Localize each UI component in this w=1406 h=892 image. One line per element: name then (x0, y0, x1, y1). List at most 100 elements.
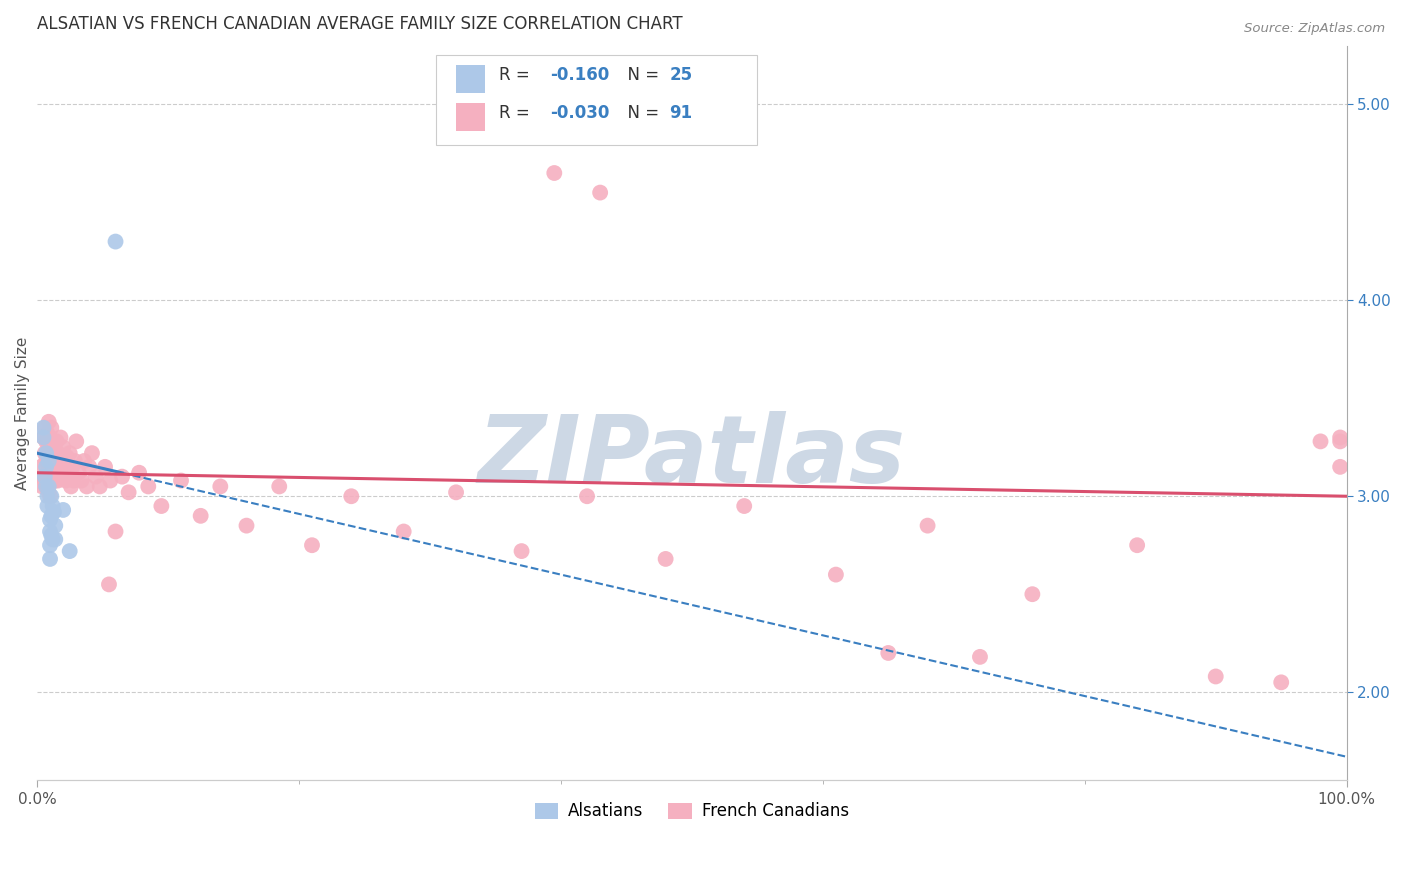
Point (59, 446, 82, 460)
Point (209, 479, 232, 493)
Point (1126, 538, 1149, 552)
Point (37, 450, 59, 464)
Point (44, 518, 66, 533)
Point (35, 446, 58, 460)
Point (35, 479, 58, 493)
Text: 25: 25 (669, 66, 693, 84)
Point (80, 446, 103, 460)
Text: N =: N = (617, 104, 665, 122)
Point (444, 485, 467, 500)
Point (32, 469, 55, 483)
Point (62, 474, 84, 488)
Point (825, 567, 848, 582)
Point (37, 426, 59, 441)
Point (170, 474, 193, 488)
Point (104, 235, 127, 249)
Point (235, 518, 257, 533)
Point (877, 646, 900, 660)
Point (41, 489, 63, 503)
Point (42, 505, 65, 519)
Point (733, 499, 755, 513)
Point (340, 489, 363, 503)
Point (39, 513, 62, 527)
Point (117, 485, 139, 500)
Point (35, 459, 58, 474)
Text: ALSATIAN VS FRENCH CANADIAN AVERAGE FAMILY SIZE CORRELATION CHART: ALSATIAN VS FRENCH CANADIAN AVERAGE FAMI… (37, 15, 682, 33)
Point (46, 474, 69, 488)
Point (89, 479, 111, 493)
Point (34, 469, 56, 483)
Point (79, 459, 101, 474)
Point (969, 649, 991, 664)
Point (41, 466, 63, 480)
Point (1329, 430, 1351, 444)
Point (32, 430, 55, 444)
Point (48, 454, 70, 468)
Text: ZIPatlas: ZIPatlas (478, 411, 905, 503)
Point (94, 459, 117, 474)
Point (65, 434, 87, 449)
Point (39, 524, 62, 539)
FancyBboxPatch shape (436, 55, 758, 145)
Point (1021, 587, 1043, 601)
Point (917, 518, 939, 533)
Point (38, 479, 60, 493)
Point (39, 552, 62, 566)
Point (41, 499, 63, 513)
Point (84, 469, 107, 483)
Point (34, 420, 56, 434)
Point (589, 186, 612, 200)
Point (35, 479, 58, 493)
Point (1205, 669, 1227, 683)
Point (301, 538, 323, 552)
Text: R =: R = (499, 104, 536, 122)
Point (104, 524, 127, 539)
Point (1270, 675, 1292, 690)
Point (111, 469, 134, 483)
Point (53, 459, 76, 474)
Point (128, 466, 150, 480)
Point (30, 459, 52, 474)
Point (41, 533, 63, 547)
Point (35, 454, 58, 468)
Point (38, 440, 60, 454)
Point (269, 479, 291, 493)
Point (37, 474, 59, 488)
Point (39, 489, 62, 503)
Point (67, 466, 90, 480)
Point (1309, 434, 1331, 449)
Point (35, 434, 58, 449)
Point (136, 479, 159, 493)
Point (41, 446, 63, 460)
Point (654, 552, 676, 566)
Point (38, 454, 60, 468)
Point (55, 474, 77, 488)
Point (73, 454, 96, 468)
Point (52, 503, 75, 517)
Point (41, 528, 63, 542)
Point (41, 440, 63, 454)
Point (1329, 434, 1351, 449)
Point (510, 544, 533, 558)
Text: Source: ZipAtlas.com: Source: ZipAtlas.com (1244, 22, 1385, 36)
Text: R =: R = (499, 66, 536, 84)
Text: -0.160: -0.160 (550, 66, 610, 84)
Point (63, 454, 86, 468)
Point (190, 508, 212, 523)
Point (45, 434, 67, 449)
Y-axis label: Average Family Size: Average Family Size (15, 336, 30, 490)
Point (42, 434, 65, 449)
Point (42, 469, 65, 483)
Point (32, 420, 55, 434)
Point (58, 469, 80, 483)
Point (39, 450, 62, 464)
Point (38, 415, 60, 429)
Point (39, 538, 62, 552)
FancyBboxPatch shape (456, 65, 485, 93)
Point (37, 489, 59, 503)
Point (98, 474, 121, 488)
Text: 91: 91 (669, 104, 693, 122)
Point (392, 524, 415, 539)
Point (41, 469, 63, 483)
Point (34, 446, 56, 460)
